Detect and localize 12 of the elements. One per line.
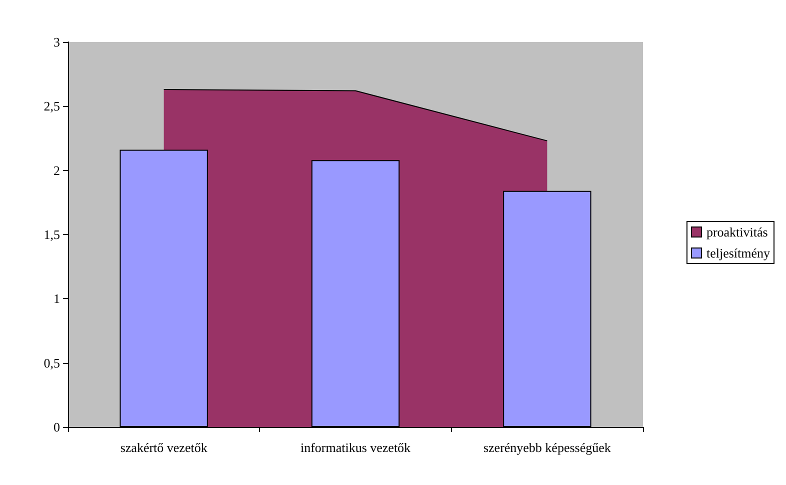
y-tick-label: 1 — [54, 291, 60, 306]
legend-label: teljesítmény — [706, 246, 770, 260]
y-tick-label: 0 — [54, 420, 60, 434]
y-tick-label: 2,5 — [44, 98, 60, 114]
y-tick-label: 3 — [54, 34, 60, 50]
x-tick-label: informatikus vezetők — [300, 440, 412, 455]
y-tick-label: 2 — [54, 162, 60, 178]
legend-label: proaktivitás — [706, 224, 768, 240]
y-tick-label: 0,5 — [44, 355, 60, 370]
x-tick-label: szakértő vezetők — [120, 440, 208, 455]
x-tick-label: szerényebb képességűek — [483, 440, 612, 455]
y-tick-label: 1,5 — [44, 227, 60, 242]
